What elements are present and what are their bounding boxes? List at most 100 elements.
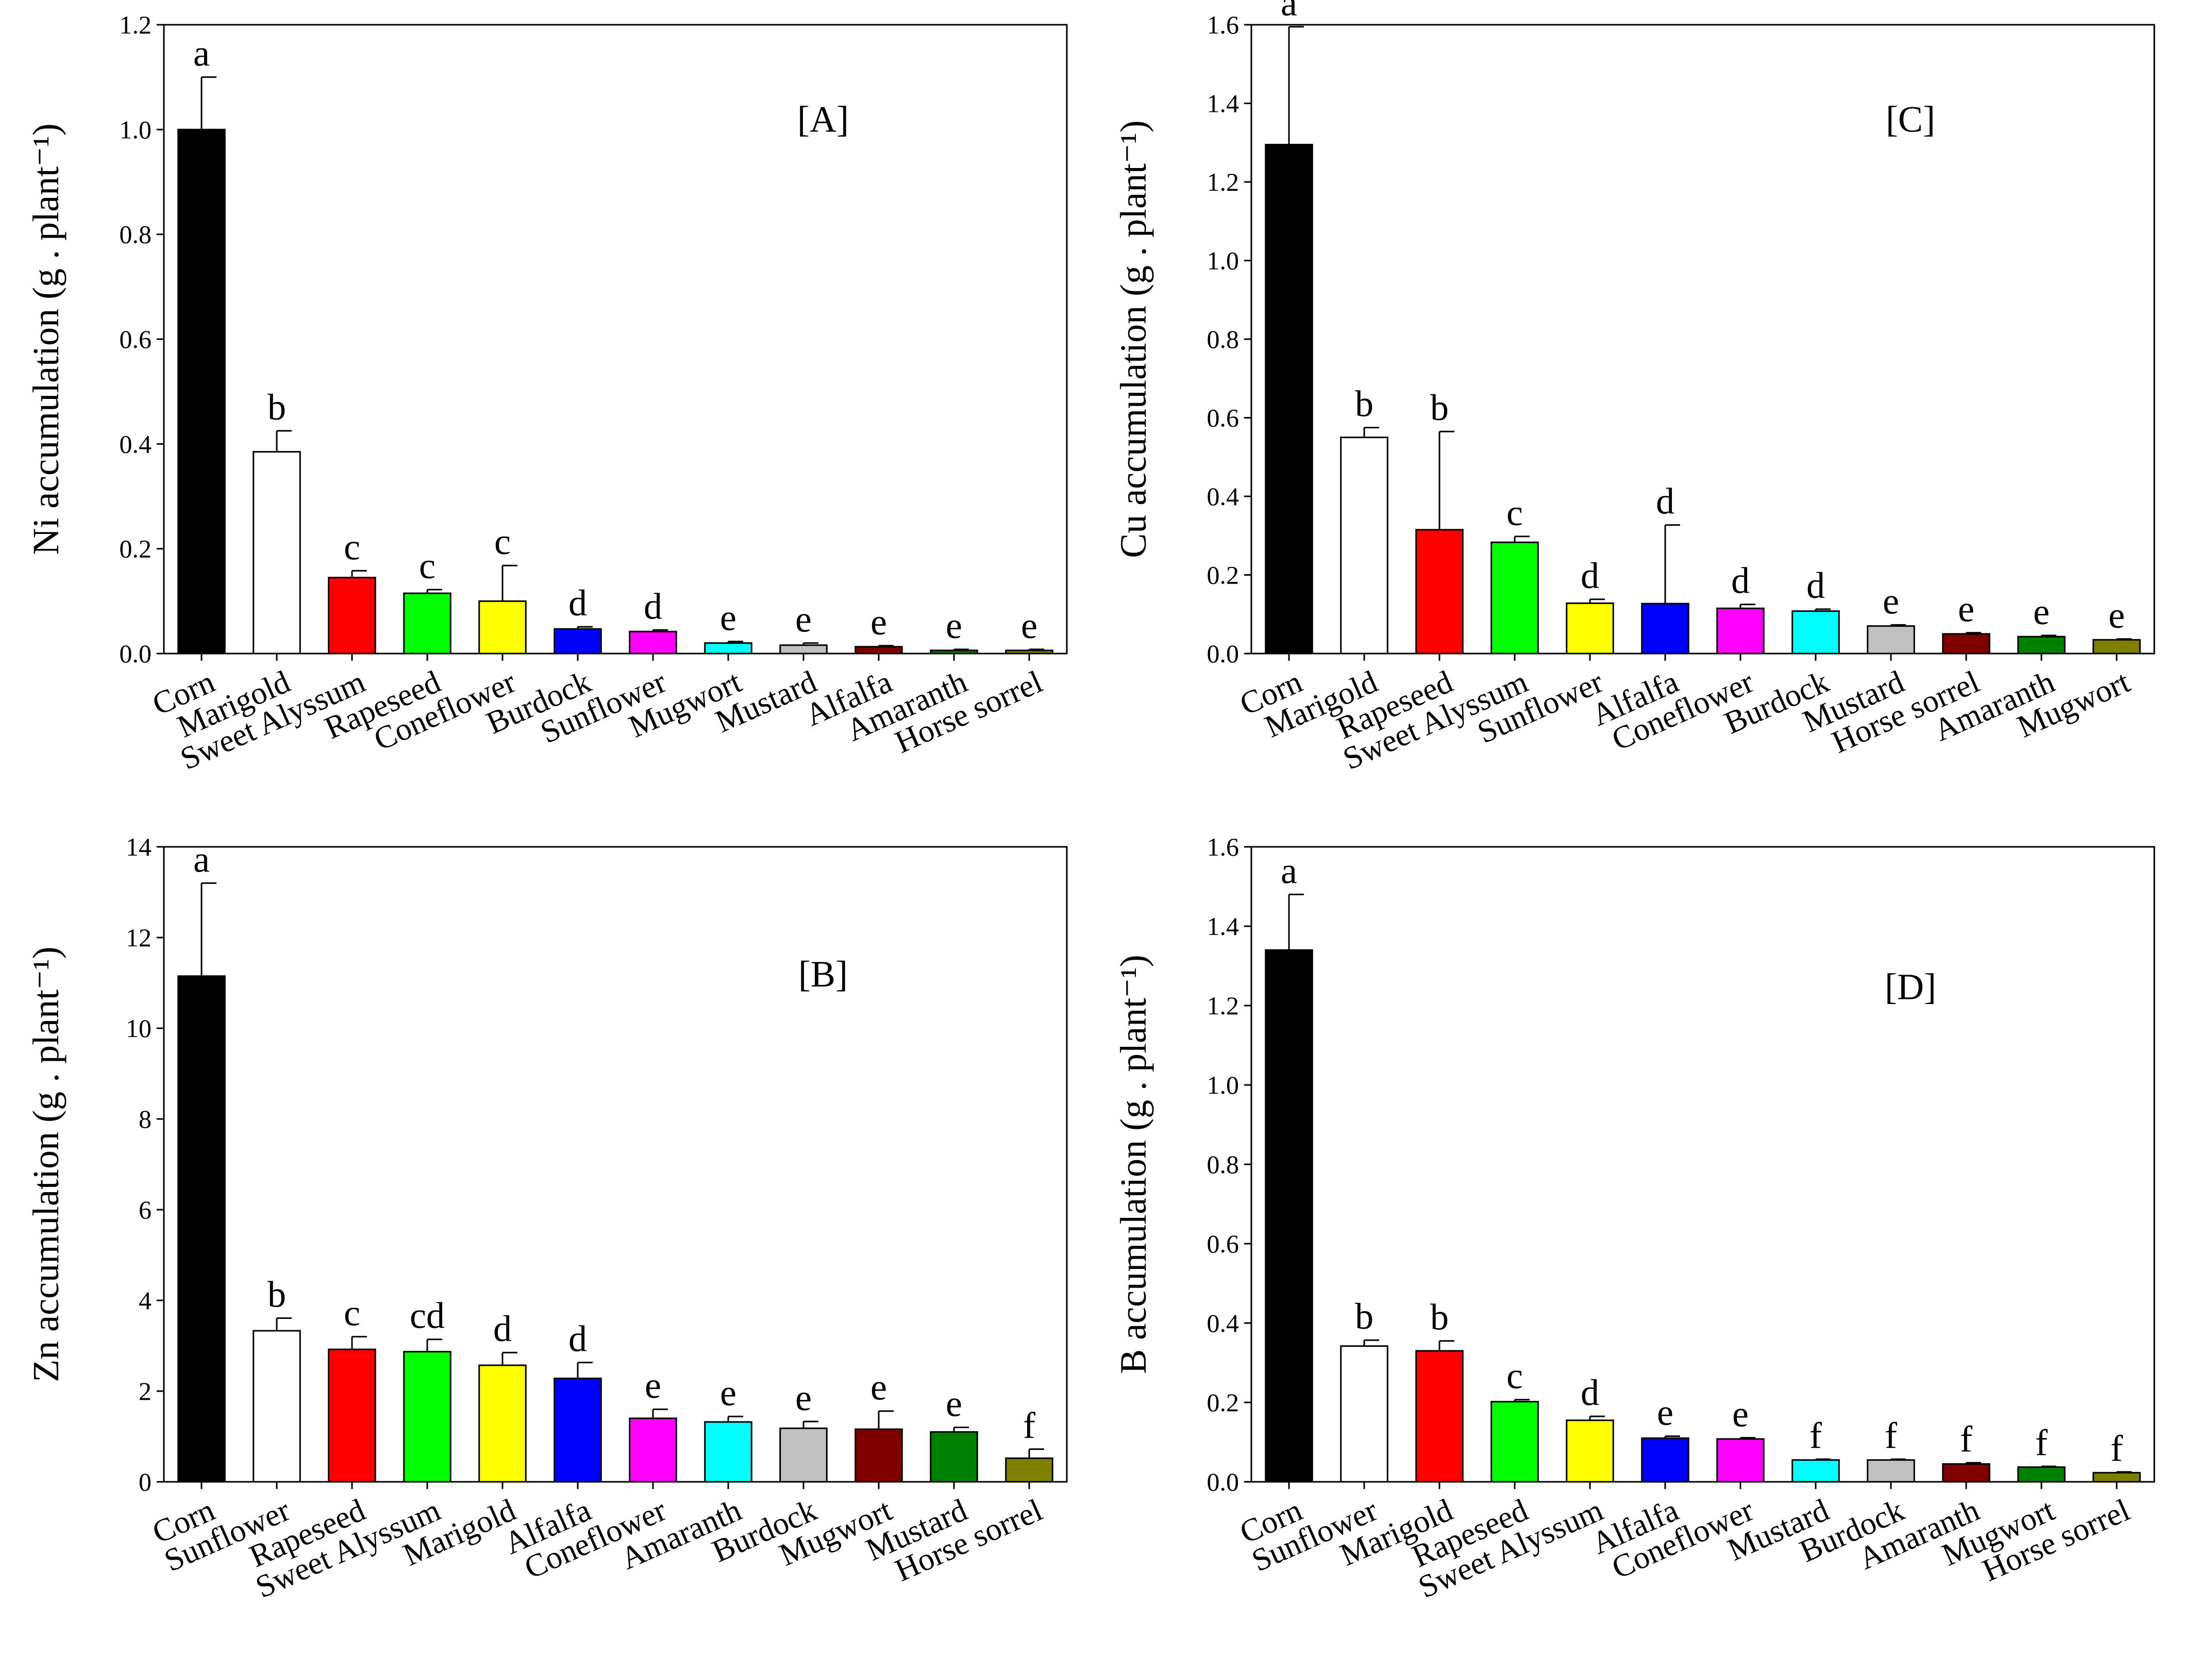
panel-a-bar-rapeseed <box>403 592 451 655</box>
panel-c-bar-rapeseed <box>1415 529 1464 655</box>
panel-c-ylabel: Cu accumulation (g . plant⁻¹) <box>1113 120 1154 558</box>
panel-d-ytick-label: 1.6 <box>1207 832 1239 861</box>
panel-d-sig-letter: e <box>1657 1392 1673 1433</box>
panel-c-ytick-label: 0.4 <box>1207 482 1239 511</box>
panel-b-sig-letter: c <box>344 1292 360 1333</box>
panel-c-ytick-label: 1.6 <box>1207 10 1239 39</box>
panel-b-bar-amaranth <box>704 1421 752 1483</box>
panel-d-sig-letter: e <box>1732 1394 1749 1435</box>
panel-d-sig-letter: b <box>1355 1296 1373 1337</box>
panel-b-bar-marigold <box>478 1364 527 1483</box>
panel-a-sig-letter: c <box>419 545 435 587</box>
panel-c-sig-letter: c <box>1506 492 1523 533</box>
panel-b-bar-coneflower <box>629 1417 677 1483</box>
panel-b-tag: [B] <box>798 954 848 995</box>
panel-b-sig-letter: a <box>193 839 210 880</box>
panel-d-bar-burdock <box>1867 1459 1915 1483</box>
panel-d-sig-letter: a <box>1281 850 1297 891</box>
panel-c-sig-letter: e <box>1883 580 1899 622</box>
panel-a-ytick-label: 1.2 <box>120 10 152 39</box>
panel-d-plot-frame <box>1250 846 2155 1483</box>
panel-a-ytick-label: 0.4 <box>120 429 152 458</box>
panel-b-ytick-label: 10 <box>126 1014 152 1043</box>
panel-b-ytick-label: 8 <box>139 1105 152 1133</box>
panel-c-sig-letter: d <box>1731 560 1750 601</box>
panel-c-bar-mugwort <box>2092 639 2141 655</box>
panel-c-ytick-label: 0.2 <box>1207 561 1239 590</box>
panel-a-ytick-label: 0.2 <box>120 534 152 563</box>
panel-b-sig-letter: e <box>870 1367 887 1408</box>
panel-b-bar-rapeseed <box>328 1348 376 1483</box>
panel-b-sig-letter: e <box>645 1365 661 1406</box>
panel-d-sig-letter: f <box>2035 1422 2048 1463</box>
panel-b-ytick-label: 12 <box>126 923 152 952</box>
panel-c-bar-amaranth <box>2017 636 2066 655</box>
panel-a-sig-letter: d <box>568 582 587 624</box>
panel-b-sig-letter: b <box>267 1274 286 1315</box>
panel-c-plot-frame <box>1250 24 2155 655</box>
panel-d-ytick-label: 1.0 <box>1207 1071 1239 1099</box>
panel-a-sig-letter: e <box>1021 605 1037 646</box>
panel-d-ytick-label: 0.2 <box>1207 1388 1239 1417</box>
panel-d-bar-amaranth <box>1942 1463 1990 1483</box>
panel-a-sig-letter: c <box>494 521 511 562</box>
panel-d-bar-mugwort <box>2017 1466 2066 1483</box>
panel-c-ytick-label: 0.6 <box>1207 404 1239 432</box>
panel-c-ytick-label: 1.4 <box>1207 89 1239 118</box>
panel-c-ytick-label: 1.0 <box>1207 246 1239 275</box>
panel-d-sig-letter: c <box>1506 1356 1523 1397</box>
panel-b-ytick-label: 14 <box>126 832 152 861</box>
panel-c-ytick-label: 0.8 <box>1207 325 1239 354</box>
panel-a-bar-coneflower <box>478 600 527 655</box>
panel-d-sig-letter: f <box>1809 1415 1822 1456</box>
panel-d-bar-alfalfa <box>1641 1437 1689 1483</box>
panel-a-bar-sunflower <box>629 630 677 655</box>
panel-a-bar-mugwort <box>704 642 752 655</box>
panel-c-bar-corn <box>1265 144 1313 655</box>
panel-d-sig-letter: d <box>1581 1372 1599 1413</box>
panel-c-bar-sweet-alyssum <box>1490 541 1539 655</box>
panel-b-bar-horse-sorrel <box>1005 1457 1053 1483</box>
panel-a-sig-letter: e <box>946 605 962 646</box>
panel-a-bar-corn <box>177 128 226 655</box>
panel-b-bar-sweet-alyssum <box>403 1350 451 1483</box>
panel-a-ylabel: Ni accumulation (g . plant⁻¹) <box>25 123 66 555</box>
panel-a-bar-marigold <box>253 451 301 655</box>
panel-c-sig-letter: a <box>1281 0 1297 24</box>
panel-b-sig-letter: f <box>1023 1405 1035 1446</box>
panel-b-sig-letter: d <box>493 1308 512 1349</box>
panel-d-bar-coneflower <box>1716 1438 1765 1483</box>
panel-d-sig-letter: b <box>1430 1297 1449 1338</box>
panel-c-bar-mustard <box>1867 625 1915 655</box>
panel-d-tag: [D] <box>1885 966 1936 1008</box>
panel-c-sig-letter: b <box>1430 387 1449 428</box>
panel-b-ytick-label: 0 <box>139 1467 152 1496</box>
panel-b-bar-alfalfa <box>554 1377 602 1483</box>
panel-a-bar-alfalfa <box>854 646 903 655</box>
panel-c-bar-marigold <box>1340 437 1388 655</box>
panel-b-ytick-label: 2 <box>139 1377 152 1406</box>
panel-c-sig-letter: e <box>1958 589 1974 630</box>
panel-a-sig-letter: e <box>795 599 812 640</box>
panel-a-sig-letter: a <box>193 33 210 74</box>
panel-b-sig-letter: d <box>568 1318 587 1360</box>
panel-d-ytick-label: 1.4 <box>1207 912 1239 941</box>
panel-c-ytick-label: 0.0 <box>1207 639 1239 668</box>
panel-a-sig-letter: e <box>720 597 736 639</box>
panel-a-sig-letter: c <box>344 526 360 567</box>
panel-b-sig-letter: cd <box>410 1295 445 1336</box>
panel-a-ytick-label: 0.8 <box>120 220 152 249</box>
panel-c-bar-alfalfa <box>1641 603 1689 655</box>
panel-d-bar-mustard <box>1791 1459 1840 1483</box>
panel-b-plot-frame <box>163 846 1068 1483</box>
panel-d-bar-sunflower <box>1340 1345 1388 1483</box>
panel-b-bar-corn <box>177 975 226 1483</box>
panel-d-sig-letter: f <box>2110 1428 2123 1469</box>
panel-d-ytick-label: 0.6 <box>1207 1229 1239 1258</box>
panel-a-ytick-label: 0.6 <box>120 325 152 354</box>
panel-b-sig-letter: e <box>946 1383 962 1424</box>
panel-a-sig-letter: d <box>644 586 662 627</box>
panel-d-ylabel: B accumulation (g . plant⁻¹) <box>1113 955 1154 1374</box>
panel-a-ytick-label: 1.0 <box>120 115 152 144</box>
panel-b-ytick-label: 4 <box>139 1286 152 1315</box>
